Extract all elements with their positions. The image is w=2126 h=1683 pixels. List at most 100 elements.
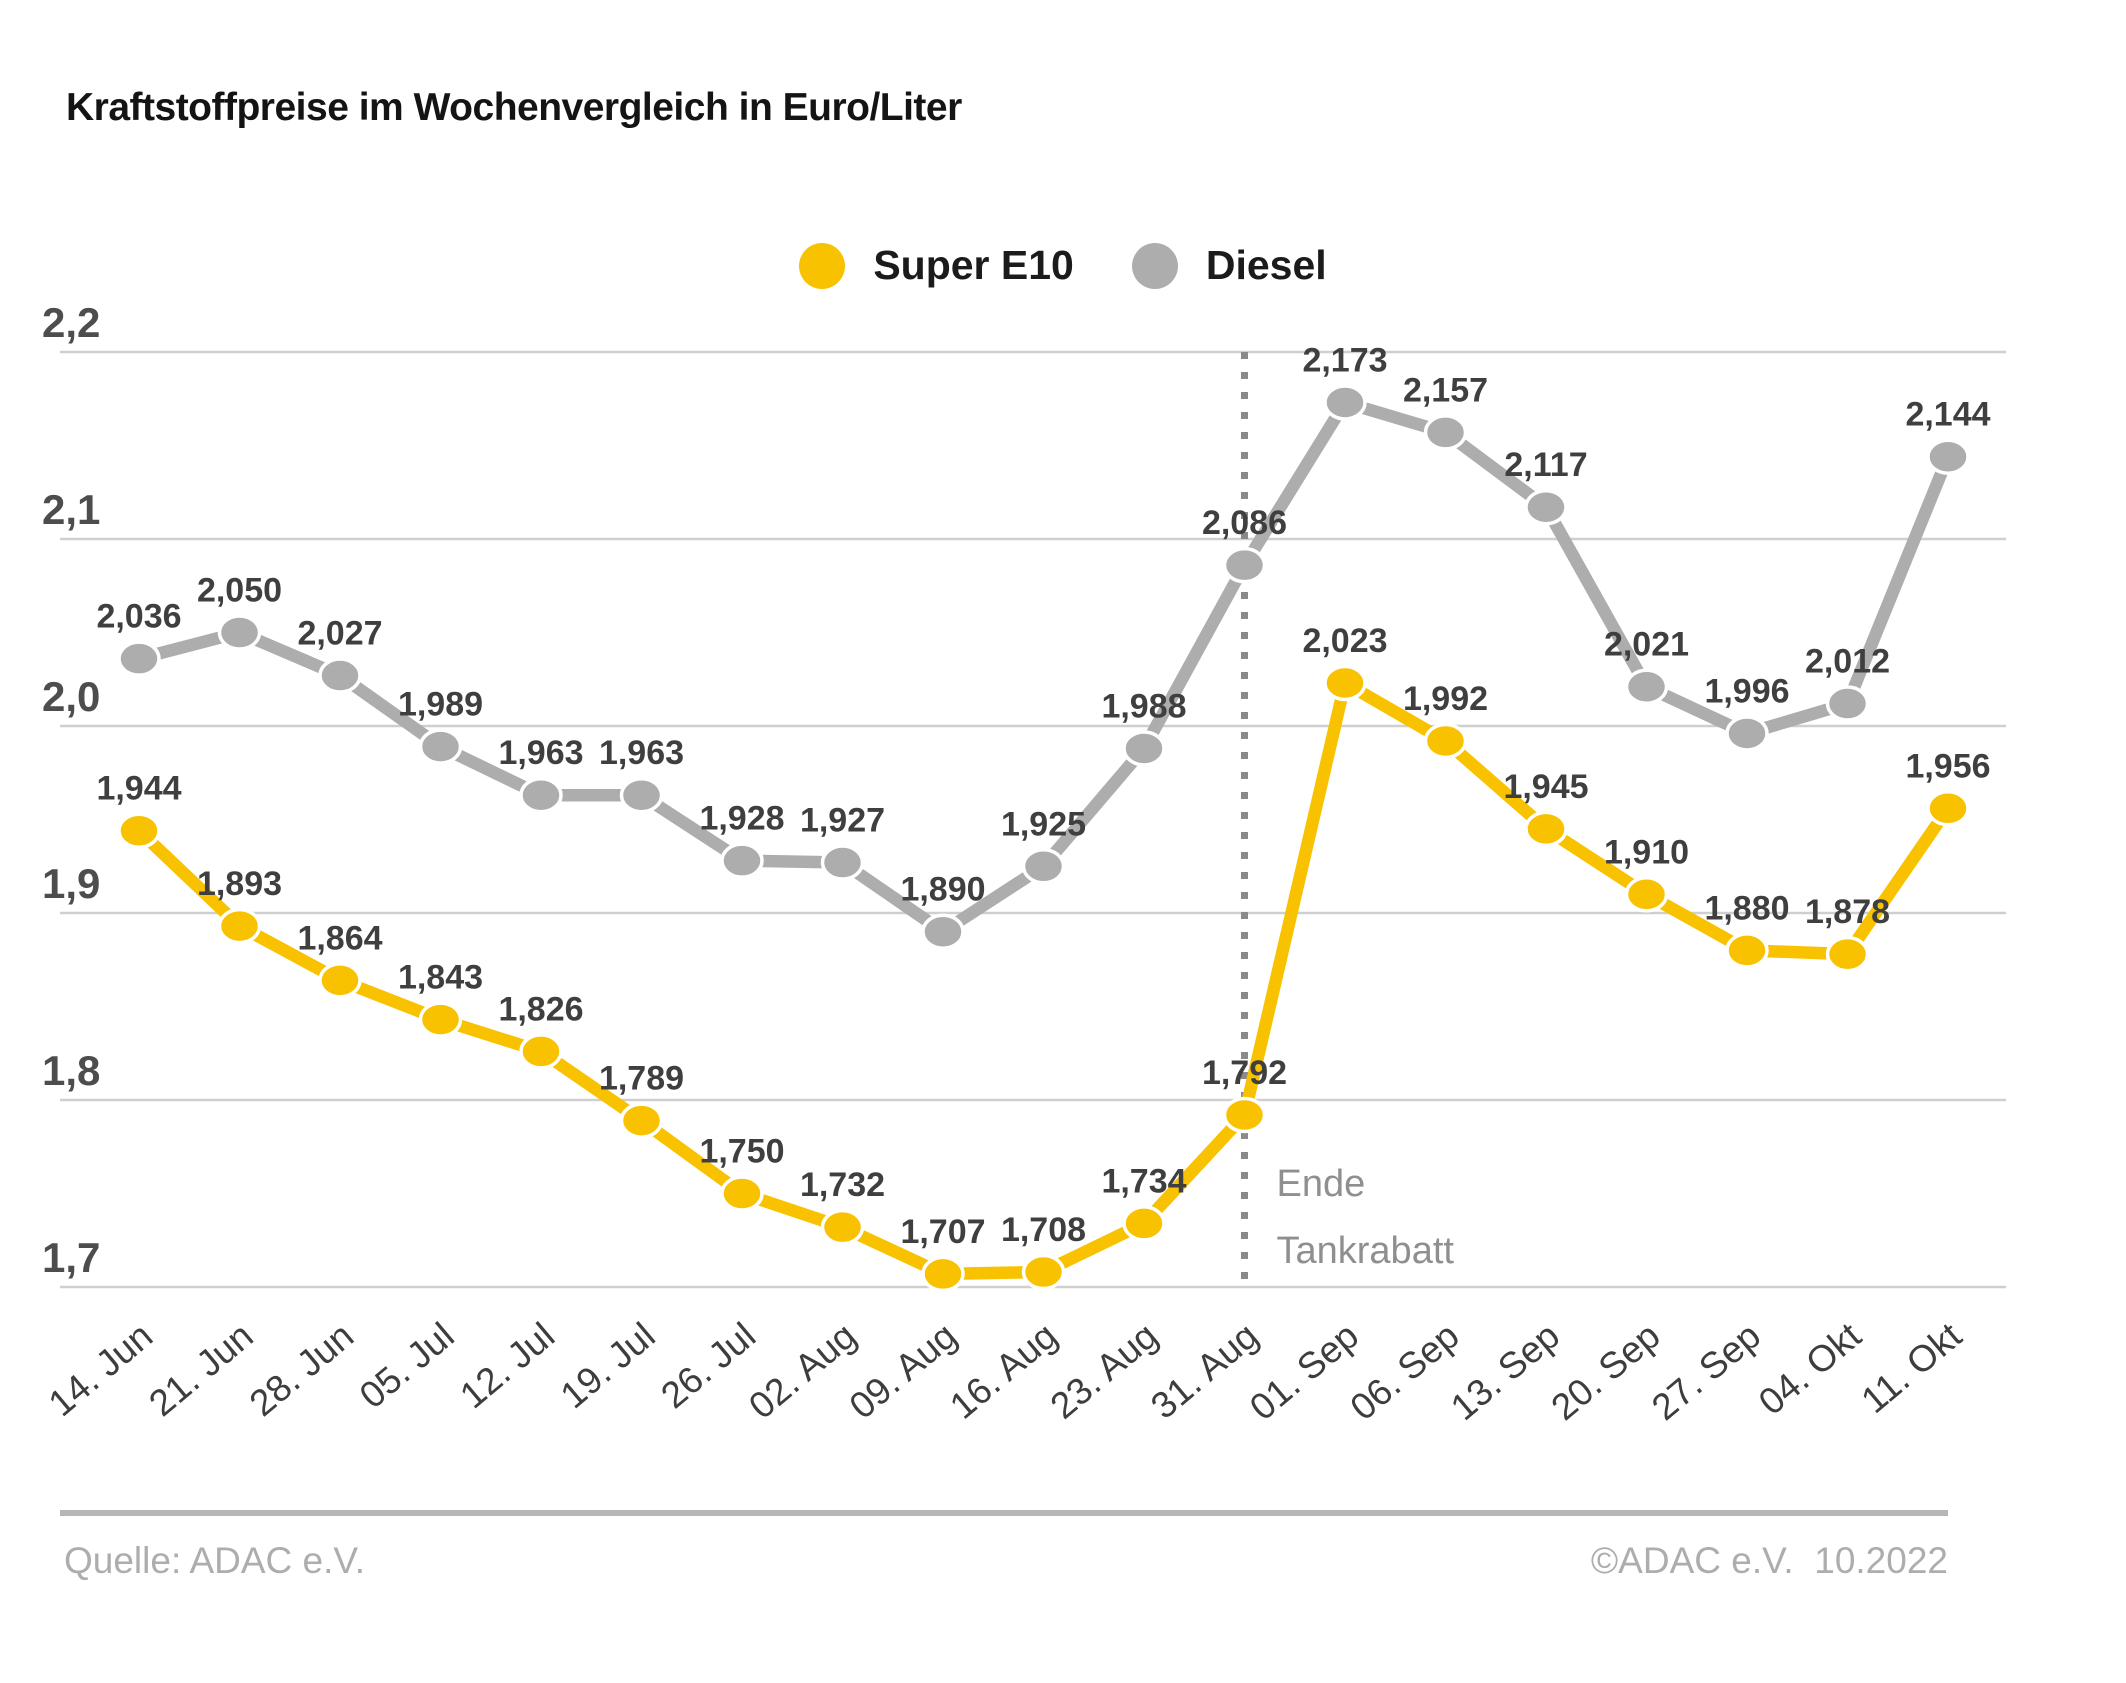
- x-tick-label: 16. Aug: [942, 1315, 1065, 1427]
- legend-dot-super-e10-icon: [799, 242, 846, 289]
- data-label-diesel: 2,027: [297, 615, 382, 653]
- data-label-super-e10: 2,023: [1302, 622, 1387, 660]
- data-label-diesel: 1,927: [800, 802, 885, 840]
- data-label-diesel: 1,963: [599, 734, 684, 772]
- data-label-diesel: 1,989: [398, 686, 483, 724]
- copyright-note: ©ADAC e.V. 10.2022: [1590, 1540, 1948, 1581]
- data-label-diesel: 1,963: [498, 734, 583, 772]
- data-point-diesel: [1122, 730, 1166, 767]
- data-point-super-e10: [1021, 1253, 1066, 1291]
- annotation-line: Ende: [1277, 1163, 1366, 1205]
- data-point-super-e10: [619, 1102, 664, 1139]
- data-label-diesel: 1,925: [1001, 805, 1086, 843]
- x-tick-label: 27. Sep: [1644, 1315, 1768, 1428]
- data-point-diesel: [117, 640, 161, 677]
- x-tick-label: 13. Sep: [1443, 1315, 1567, 1428]
- data-point-diesel: [217, 614, 262, 651]
- data-label-diesel: 2,173: [1302, 341, 1387, 379]
- page-title: Kraftstoffpreise im Wochenvergleich in E…: [66, 86, 962, 129]
- data-point-diesel: [519, 776, 563, 814]
- x-tick-label: 02. Aug: [741, 1315, 864, 1427]
- data-label-super-e10: 1,893: [197, 865, 282, 903]
- source-note: Quelle: ADAC e.V.: [64, 1540, 365, 1581]
- data-point-diesel: [1624, 668, 1669, 705]
- data-point-diesel: [1323, 384, 1367, 421]
- data-label-super-e10: 1,734: [1101, 1162, 1186, 1200]
- y-tick-label: 1,7: [42, 1234, 100, 1281]
- data-point-super-e10: [1725, 932, 1769, 969]
- data-point-diesel: [1423, 414, 1468, 451]
- data-label-diesel: 1,890: [900, 871, 985, 909]
- data-point-super-e10: [1222, 1096, 1267, 1134]
- data-point-super-e10: [217, 907, 262, 945]
- data-point-super-e10: [117, 812, 161, 849]
- data-point-super-e10: [1122, 1205, 1166, 1242]
- legend-item-super-e10: Super E10: [799, 242, 1074, 289]
- data-point-super-e10: [1323, 664, 1367, 702]
- data-label-diesel: 2,050: [197, 572, 282, 610]
- data-label-super-e10: 1,945: [1503, 768, 1588, 806]
- data-label-diesel: 1,928: [699, 800, 784, 838]
- data-point-super-e10: [820, 1208, 865, 1246]
- y-tick-label: 1,8: [42, 1047, 100, 1094]
- legend-label-diesel: Diesel: [1205, 242, 1327, 288]
- x-tick-label: 31. Aug: [1143, 1315, 1266, 1427]
- x-tick-label: 11. Okt: [1854, 1314, 1970, 1421]
- data-point-super-e10: [921, 1255, 965, 1293]
- data-label-super-e10: 1,707: [900, 1213, 985, 1251]
- legend-item-diesel: Diesel: [1131, 242, 1327, 289]
- data-label-super-e10: 1,843: [398, 959, 483, 997]
- x-tick-label: 19. Jul: [553, 1315, 663, 1416]
- data-point-super-e10: [720, 1175, 764, 1212]
- x-tick-label: 28. Jun: [242, 1315, 361, 1424]
- annotation-ende-tankrabatt: Ende Tankrabatt: [1277, 1163, 1455, 1272]
- data-point-diesel: [1524, 488, 1568, 526]
- data-label-diesel: 2,021: [1604, 626, 1689, 664]
- x-tick-label: 20. Sep: [1544, 1315, 1668, 1428]
- data-point-super-e10: [1926, 790, 1970, 827]
- y-axis-labels: 2,2 2,1 2,0 1,9 1,8 1,7: [42, 299, 100, 1281]
- x-tick-label: 12. Jul: [452, 1315, 562, 1416]
- x-tick-label: 09. Aug: [842, 1315, 965, 1427]
- data-point-diesel: [1825, 685, 1870, 722]
- data-point-diesel: [619, 776, 664, 814]
- data-label-super-e10: 1,750: [699, 1133, 784, 1171]
- data-point-super-e10: [1423, 722, 1468, 760]
- legend: Super E10 Diesel: [0, 242, 2126, 289]
- data-label-diesel: 2,012: [1805, 643, 1890, 681]
- y-tick-label: 2,1: [42, 486, 100, 533]
- data-point-super-e10: [1825, 935, 1870, 973]
- x-tick-label: 23. Aug: [1043, 1315, 1166, 1427]
- data-label-super-e10: 1,944: [96, 770, 181, 808]
- data-point-diesel: [418, 728, 463, 765]
- data-label-diesel: 2,144: [1905, 396, 1990, 434]
- data-point-super-e10: [1524, 810, 1568, 848]
- x-tick-label: 04. Okt: [1751, 1314, 1869, 1423]
- data-point-diesel: [820, 844, 865, 881]
- series-diesel: 2,036 2,050 2,027 1,989 1,963 1,963 1,928 1,927…: [96, 341, 1991, 950]
- data-point-super-e10: [318, 962, 362, 999]
- y-tick-label: 2,0: [42, 673, 100, 720]
- data-label-super-e10: 1,910: [1604, 833, 1689, 871]
- data-label-super-e10: 1,956: [1905, 747, 1990, 785]
- data-point-diesel: [318, 657, 362, 694]
- data-point-diesel: [921, 913, 965, 950]
- x-tick-label: 14. Jun: [41, 1315, 160, 1424]
- data-label-diesel: 2,157: [1403, 371, 1488, 409]
- data-label-super-e10: 1,880: [1704, 889, 1789, 927]
- data-label-diesel: 1,996: [1704, 672, 1789, 710]
- annotation-line: Tankrabatt: [1277, 1230, 1455, 1272]
- data-point-super-e10: [519, 1033, 563, 1070]
- data-point-diesel: [1926, 438, 1970, 475]
- data-label-diesel: 2,117: [1504, 446, 1587, 484]
- data-label-super-e10: 1,864: [297, 919, 382, 957]
- data-point-diesel: [1725, 715, 1769, 752]
- data-label-super-e10: 1,878: [1805, 893, 1890, 931]
- data-label-super-e10: 1,789: [599, 1060, 684, 1098]
- legend-label-super-e10: Super E10: [873, 242, 1074, 288]
- y-tick-label: 2,2: [42, 299, 100, 346]
- data-label-super-e10: 1,826: [498, 990, 583, 1028]
- data-point-super-e10: [418, 1001, 463, 1038]
